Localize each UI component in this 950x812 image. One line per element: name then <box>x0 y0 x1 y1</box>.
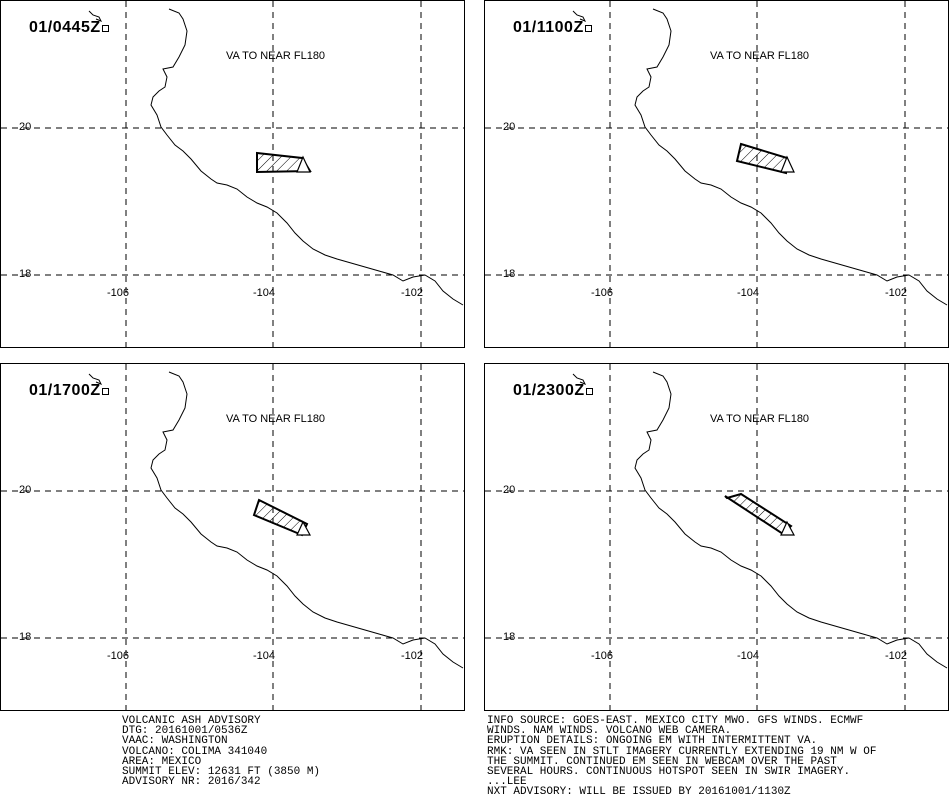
lon-label-106: -106 <box>591 650 614 662</box>
advisory-line: VAAC: WASHINGTON <box>122 735 228 748</box>
lat-label-18: 18 <box>503 631 516 643</box>
lat-label-18: 18 <box>19 268 32 280</box>
advisory-line: WINDS. NAM WINDS. VOLCANO WEB CAMERA. <box>487 725 732 738</box>
lon-label-104: -104 <box>253 287 276 299</box>
lon-label-102: -102 <box>401 650 424 662</box>
panel-note: VA TO NEAR FL180 <box>710 413 810 425</box>
advisory-line: DTG: 20161001/0536Z <box>122 725 248 738</box>
lat-label-20: 20 <box>19 121 32 133</box>
lon-label-102: -102 <box>885 650 908 662</box>
marker-box-icon <box>584 25 592 32</box>
lat-label-20: 20 <box>503 484 516 496</box>
advisory-header-block: VOLCANIC ASH ADVISORY DTG: 20161001/0536… <box>122 715 462 789</box>
advisory-line: INFO SOURCE: GOES-EAST. MEXICO CITY MWO.… <box>487 715 864 727</box>
map-panel-1: 01/0445Z VA TO NEAR FL180 20 18 -106 -10… <box>0 0 465 348</box>
lon-label-106: -106 <box>591 287 614 299</box>
map-panel-2: 01/1100Z VA TO NEAR FL180 20 18 -106 -10… <box>484 0 949 348</box>
panel-time-label: 01/2300Z <box>513 382 593 400</box>
map-canvas <box>1 1 464 347</box>
advisory-line: RMK: VA SEEN IN STLT IMAGERY CURRENTLY E… <box>487 745 877 758</box>
advisory-line: NXT ADVISORY: WILL BE ISSUED BY 20161001… <box>487 786 791 799</box>
lat-label-18: 18 <box>503 268 516 280</box>
lon-label-104: -104 <box>737 287 760 299</box>
lon-label-106: -106 <box>107 287 130 299</box>
advisory-line: SEVERAL HOURS. CONTINUOUS HOTSPOT SEEN I… <box>487 766 851 779</box>
volcano-triangle-icon <box>780 520 796 536</box>
coastline <box>88 8 464 306</box>
coastline <box>572 371 948 669</box>
marker-box-icon <box>101 388 109 395</box>
advisory-line: VOLCANO: COLIMA 341040 <box>122 745 268 758</box>
map-canvas <box>485 364 948 710</box>
lat-label-20: 20 <box>503 121 516 133</box>
advisory-line: SUMMIT ELEV: 12631 FT (3850 M) <box>122 766 321 779</box>
panel-time-label: 01/0445Z <box>29 19 109 37</box>
map-panel-3: 01/1700Z VA TO NEAR FL180 20 18 -106 -10… <box>0 363 465 711</box>
advisory-details-block: INFO SOURCE: GOES-EAST. MEXICO CITY MWO.… <box>487 715 947 799</box>
advisory-line: ADVISORY NR: 2016/342 <box>122 776 261 789</box>
advisory-line: ...LEE <box>487 776 527 789</box>
panel-note: VA TO NEAR FL180 <box>226 413 326 425</box>
marker-box-icon <box>101 25 109 32</box>
coastline <box>88 371 464 669</box>
volcano-triangle-icon <box>296 155 311 173</box>
panel-time-label: 01/1700Z <box>29 382 109 400</box>
lon-label-102: -102 <box>401 287 424 299</box>
panel-time-label: 01/1100Z <box>513 19 592 37</box>
panel-note: VA TO NEAR FL180 <box>226 50 326 62</box>
volcano-triangle-icon <box>296 520 312 536</box>
lon-label-104: -104 <box>253 650 276 662</box>
map-canvas <box>1 364 464 710</box>
lat-label-20: 20 <box>19 484 32 496</box>
lon-label-102: -102 <box>885 287 908 299</box>
ash-cloud-polygon <box>735 142 789 175</box>
panel-note: VA TO NEAR FL180 <box>710 50 810 62</box>
map-panel-4: 01/2300Z VA TO NEAR FL180 20 18 -106 -10… <box>484 363 949 711</box>
advisory-line: ERUPTION DETAILS: ONGOING EM WITH INTERM… <box>487 735 818 748</box>
lat-label-18: 18 <box>19 631 32 643</box>
advisory-line: AREA: MEXICO <box>122 755 202 768</box>
volcano-triangle-icon <box>780 155 795 173</box>
map-canvas <box>485 1 948 347</box>
lon-label-104: -104 <box>737 650 760 662</box>
advisory-line: VOLCANIC ASH ADVISORY <box>122 715 261 727</box>
lon-label-106: -106 <box>107 650 130 662</box>
marker-box-icon <box>585 388 593 395</box>
ash-cloud-polygon <box>724 492 793 536</box>
coastline <box>572 8 948 306</box>
advisory-line: THE SUMMIT. CONTINUED EM SEEN IN WEBCAM … <box>487 755 837 768</box>
